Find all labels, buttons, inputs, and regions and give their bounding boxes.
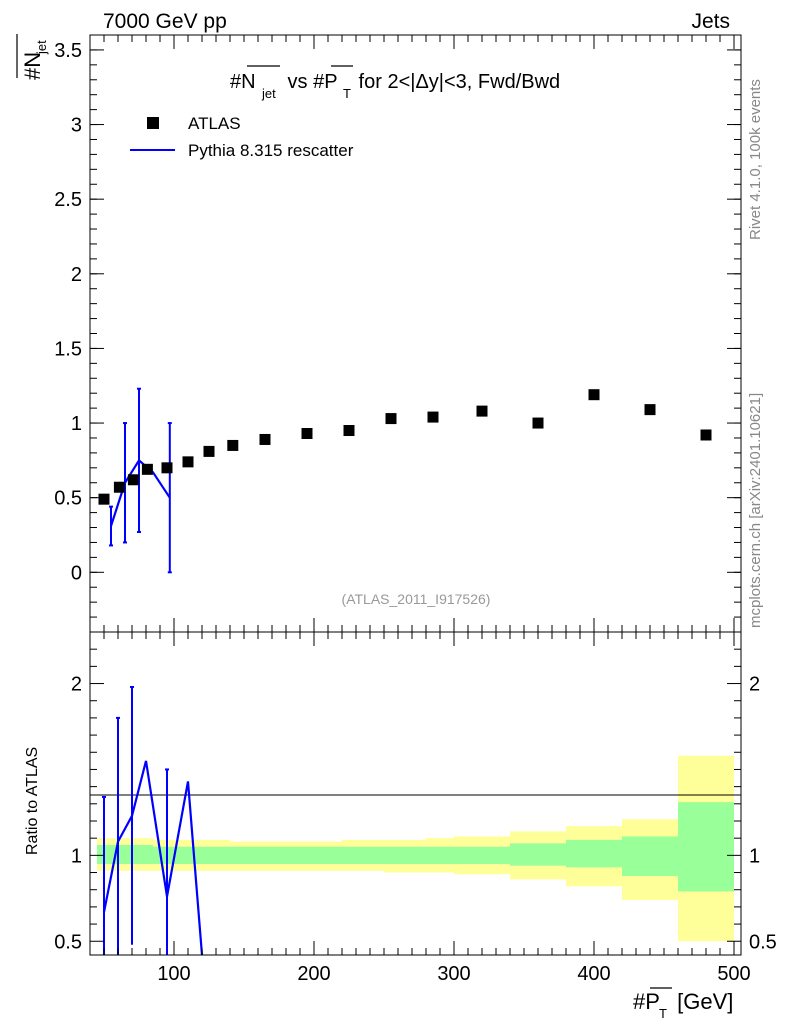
- atlas-data-point: [227, 439, 239, 451]
- atlas-data-point: [98, 493, 110, 505]
- main-ytick-label: 1: [71, 413, 82, 435]
- legend-pythia-label: Pythia 8.315 rescatter: [188, 141, 354, 160]
- header-process-label: Jets: [691, 10, 730, 33]
- rivet-version-label: Rivet 4.1.0, 100k events: [747, 79, 764, 240]
- x-label-p: #P: [633, 989, 660, 1014]
- atlas-data-point: [141, 463, 153, 475]
- ratio-band-inner: [426, 846, 454, 864]
- atlas-data-point: [427, 411, 439, 423]
- main-ytick-label: 2.5: [54, 189, 82, 211]
- ratio-band-inner: [384, 846, 426, 864]
- main-y-axis-label: #N jet: [16, 34, 49, 80]
- atlas-data-point: [700, 429, 712, 441]
- main-ytick-label: 1.5: [54, 338, 82, 360]
- atlas-data-point: [301, 427, 313, 439]
- legend-atlas-marker: [147, 117, 159, 129]
- atlas-data-point: [127, 474, 139, 486]
- atlas-data-point: [644, 404, 656, 416]
- ratio-ytick-label-right: 1: [749, 845, 760, 867]
- pythia-line: [109, 458, 171, 527]
- ratio-band-inner: [510, 843, 566, 866]
- legend-atlas-label: ATLAS: [188, 114, 241, 133]
- atlas-data-point: [532, 417, 544, 429]
- ratio-ytick-label: 0.5: [54, 931, 82, 953]
- main-y-label-main: #N: [20, 52, 45, 80]
- ratio-band-inner: [202, 846, 230, 864]
- ratio-xtick-label: 400: [577, 963, 610, 985]
- x-label-sub-t: T: [659, 1006, 667, 1021]
- plot-title: #N jet vs #P T for 2<|Δy|<3, Fwd/Bwd: [230, 65, 560, 101]
- ratio-ytick-label: 1: [71, 845, 82, 867]
- ratio-band-inner: [622, 836, 678, 876]
- atlas-data-point: [203, 445, 215, 457]
- main-y-label-sub: jet: [34, 40, 49, 55]
- ratio-band-inner: [153, 846, 174, 864]
- title-part-vs: vs #P: [282, 71, 338, 93]
- ratio-band-inner: [300, 846, 342, 864]
- ratio-y-axis-label: Ratio to ATLAS: [24, 747, 41, 855]
- ratio-band-inner: [258, 846, 300, 864]
- ratio-band-inner: [230, 846, 258, 864]
- atlas-data-point: [343, 425, 355, 437]
- title-part-n: #N: [230, 71, 256, 93]
- main-ytick-label: 0.5: [54, 488, 82, 510]
- ratio-band-inner: [139, 845, 153, 864]
- main-panel: 0 0.5 1 1.5 2 2.5 3 3.5 #N jet #N jet vs #P T f…: [16, 34, 742, 633]
- ratio-ytick-label-right: 0.5: [749, 931, 777, 953]
- header-energy-label: 7000 GeV pp: [103, 10, 227, 33]
- ratio-ytick-label-right: 2: [749, 674, 760, 696]
- atlas-data-point: [182, 456, 194, 468]
- atlas-data-point: [161, 462, 173, 474]
- ratio-band-inner: [566, 839, 622, 868]
- analysis-watermark: (ATLAS_2011_I917526): [342, 591, 491, 607]
- main-ytick-label: 2: [71, 264, 82, 286]
- atlas-data-point: [385, 413, 397, 425]
- ratio-band-inner: [174, 846, 202, 864]
- x-label-unit: [GeV]: [671, 989, 733, 1014]
- ratio-band-inner: [678, 802, 734, 892]
- title-sub-t: T: [343, 86, 351, 101]
- main-ytick-label: 0: [71, 562, 82, 584]
- ratio-xtick-label: 200: [297, 963, 330, 985]
- mcplots-label: mcplots.cern.ch [arXiv:2401.10621]: [747, 393, 764, 628]
- atlas-data-point: [113, 481, 125, 493]
- title-part-range: for 2<|Δy|<3, Fwd/Bwd: [353, 71, 560, 93]
- ratio-band-inner: [454, 846, 510, 864]
- ratio-panel: 0.5 0.5 1 1 2 2 100 200 300 400 500 Ratio to ATLA…: [24, 631, 777, 1021]
- ratio-xtick-label: 500: [717, 963, 750, 985]
- ratio-frame: [89, 631, 742, 956]
- atlas-data-point: [259, 433, 271, 445]
- atlas-data-point: [476, 405, 488, 417]
- atlas-data-point: [588, 389, 600, 401]
- legend: ATLAS Pythia 8.315 rescatter: [130, 114, 354, 160]
- ratio-ytick-label: 2: [71, 674, 82, 696]
- ratio-xtick-label: 100: [157, 963, 190, 985]
- title-sub-jet: jet: [261, 86, 276, 101]
- ratio-band-inner: [342, 846, 384, 864]
- main-ytick-label: 3.5: [54, 40, 82, 62]
- x-axis-label: #P T [GeV]: [633, 987, 733, 1021]
- ratio-xtick-label: 300: [437, 963, 470, 985]
- main-ytick-label: 3: [71, 115, 82, 137]
